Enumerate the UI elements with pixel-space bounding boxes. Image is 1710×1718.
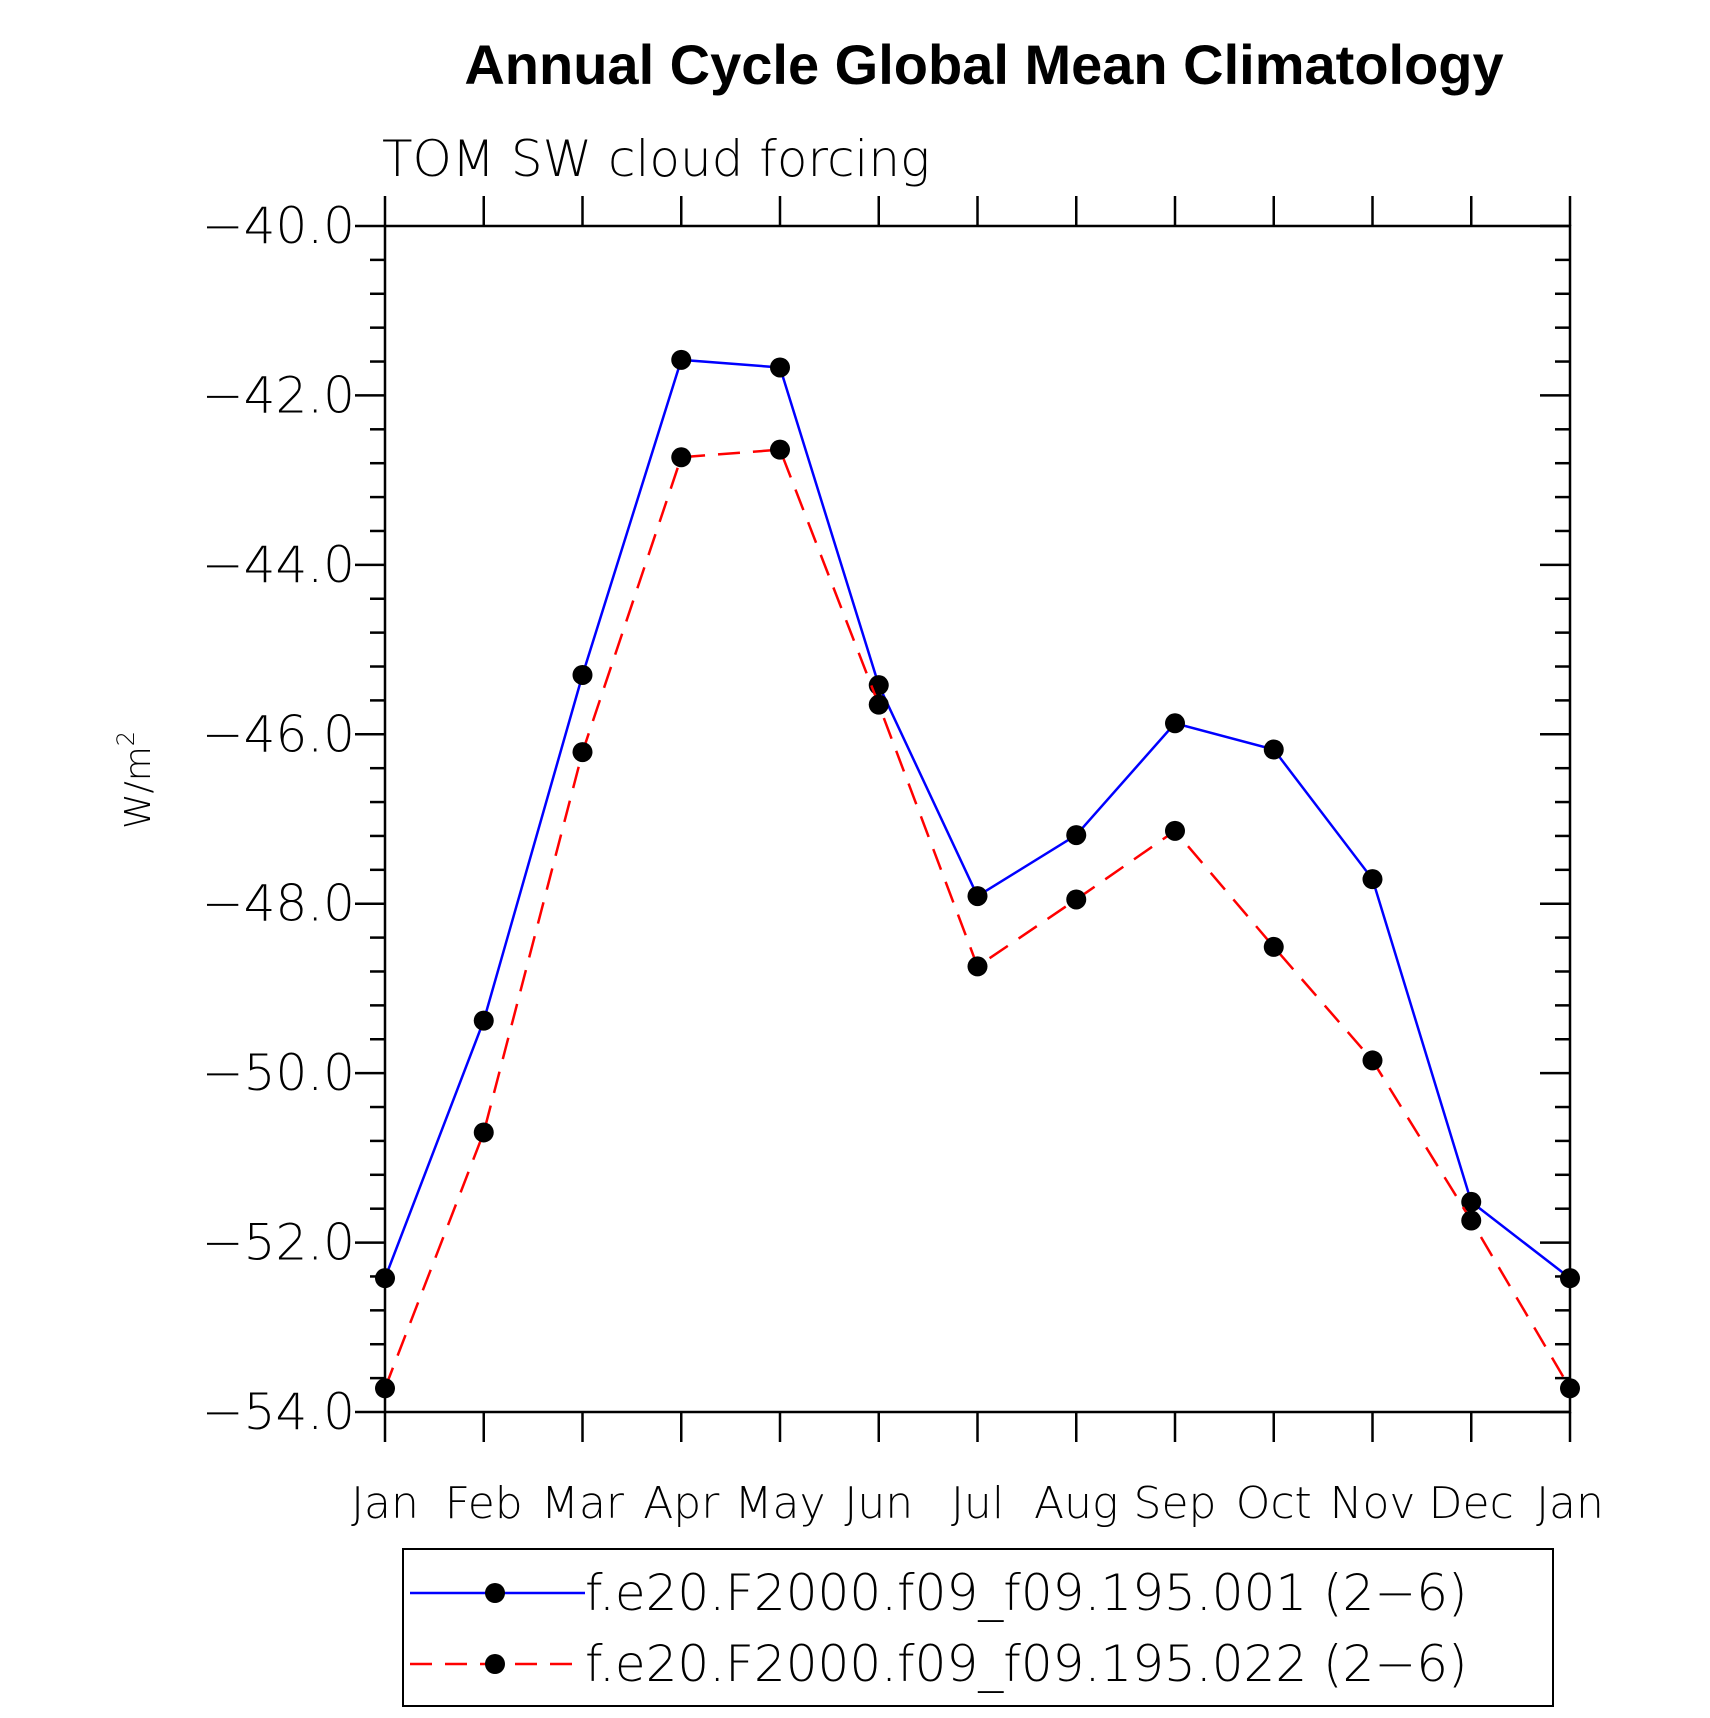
series-line xyxy=(383,358,1571,1280)
plot-frame xyxy=(383,224,1572,1414)
svg-text:W/m2: W/m2 xyxy=(112,731,159,829)
x-tick-label: Jan xyxy=(1536,1478,1604,1529)
x-tick-label: Aug xyxy=(1034,1478,1118,1529)
chart-title: Annual Cycle Global Mean Climatology xyxy=(464,33,1503,96)
x-tick-label: Jan xyxy=(351,1478,419,1529)
data-point xyxy=(1165,820,1185,841)
data-point xyxy=(967,886,988,907)
x-tick-label: Jul xyxy=(951,1478,1004,1529)
x-tick-label: Apr xyxy=(643,1478,720,1529)
data-point xyxy=(1461,1191,1482,1212)
y-tick-label: −44.0 xyxy=(202,536,355,594)
legend-entry-1: f.e20.F2000.f09_f09.195.001 (2−6) xyxy=(585,1564,1468,1622)
y-tick-label: −52.0 xyxy=(202,1214,355,1272)
y-tick-label: −50.0 xyxy=(202,1044,355,1102)
y-tick-label: −54.0 xyxy=(202,1383,355,1441)
data-point xyxy=(1066,889,1087,910)
legend-entry-2: f.e20.F2000.f09_f09.195.022 (2−6) xyxy=(585,1635,1468,1693)
data-point xyxy=(1263,936,1284,957)
data-point xyxy=(1165,713,1185,734)
data-point xyxy=(1461,1210,1482,1231)
data-point xyxy=(671,447,692,468)
y-tick-labels: −40.0 −42.0 −44.0 −46.0 −48.0 −50.0 −52.0 −54.0 xyxy=(202,197,355,1441)
series-line xyxy=(383,448,1572,1389)
x-tick-label: Nov xyxy=(1330,1478,1416,1529)
data-point xyxy=(1362,869,1383,890)
data-point xyxy=(868,694,889,715)
data-point xyxy=(473,1010,494,1031)
data-point xyxy=(375,1268,395,1289)
data-point xyxy=(1362,1050,1383,1071)
legend-swatch-marker-2 xyxy=(485,1654,505,1674)
y-axis-label-exponent: 2 xyxy=(112,731,140,746)
y-axis-label: W/m2 xyxy=(112,731,159,829)
y-tick-label: −42.0 xyxy=(202,366,355,424)
chart-subtitle: TOM SW cloud forcing xyxy=(382,130,930,188)
legend: f.e20.F2000.f09_f09.195.001 (2−6) f.e20.… xyxy=(402,1548,1554,1707)
y-tick-label: −48.0 xyxy=(202,875,355,933)
data-point xyxy=(1560,1268,1580,1289)
legend-swatch-marker-1 xyxy=(485,1583,505,1603)
x-tick-label: Oct xyxy=(1236,1478,1312,1529)
x-tick-label: Sep xyxy=(1134,1478,1217,1529)
data-point xyxy=(770,439,790,460)
data-point xyxy=(572,664,593,685)
data-point xyxy=(375,1378,395,1399)
data-point xyxy=(572,742,593,763)
data-point xyxy=(868,675,889,696)
x-tick-label: Mar xyxy=(541,1478,625,1529)
x-tick-label: Dec xyxy=(1429,1478,1514,1529)
data-point xyxy=(1263,739,1284,760)
data-point xyxy=(1560,1378,1580,1399)
data-point xyxy=(671,349,692,370)
x-tick-label: Feb xyxy=(445,1478,523,1529)
series-2 xyxy=(375,439,1580,1399)
axis-ticks xyxy=(355,196,1572,1442)
data-point xyxy=(770,357,790,378)
x-tick-label: Jun xyxy=(844,1478,913,1529)
y-tick-label: −40.0 xyxy=(202,197,355,255)
y-tick-label: −46.0 xyxy=(202,705,355,763)
data-point xyxy=(473,1122,494,1143)
x-tick-labels: Jan Feb Mar Apr May Jun Jul Aug Sep Oct Nov Dec Jan xyxy=(351,1478,1604,1529)
series-1 xyxy=(375,349,1580,1289)
data-point xyxy=(967,956,988,977)
legend-box xyxy=(402,1548,1554,1707)
data-point xyxy=(1066,825,1087,846)
y-axis-label-base: W/m xyxy=(118,746,159,829)
series-layer xyxy=(375,349,1580,1399)
x-tick-label: May xyxy=(735,1478,826,1529)
